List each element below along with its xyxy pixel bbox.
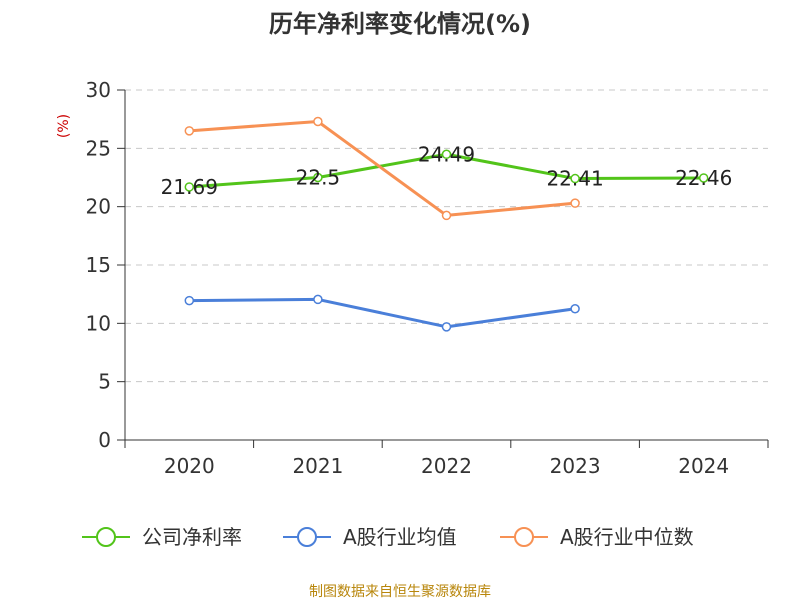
data-point bbox=[441, 210, 452, 221]
x-tick-label: 2023 bbox=[550, 454, 601, 478]
chart-title: 历年净利率变化情况(%) bbox=[269, 10, 531, 38]
data-label: 22.5 bbox=[296, 166, 341, 190]
grid bbox=[125, 89, 768, 383]
data-label: 22.41 bbox=[546, 167, 603, 191]
x-tick-label: 2024 bbox=[678, 454, 729, 478]
data-point bbox=[313, 172, 323, 183]
series-lines bbox=[184, 116, 709, 332]
data-label: 22.46 bbox=[675, 166, 732, 190]
data-point bbox=[570, 173, 580, 184]
data-point bbox=[698, 173, 709, 183]
data-point bbox=[313, 294, 323, 305]
legend-marker bbox=[514, 527, 534, 547]
legend-label: A股行业中位数 bbox=[560, 525, 694, 549]
legend-item: 公司净利率 bbox=[82, 525, 242, 549]
data-label: 21.69 bbox=[161, 175, 218, 199]
x-tick-label: 2020 bbox=[164, 454, 215, 478]
y-tick-label: 20 bbox=[86, 195, 111, 219]
data-point bbox=[441, 322, 452, 332]
y-tick-label: 10 bbox=[86, 311, 111, 335]
axes: 0 5 10 15 20 25 30 2020 2021 2022 2023 2024 bbox=[86, 78, 769, 478]
data-point bbox=[184, 126, 195, 136]
series-2 bbox=[184, 116, 580, 221]
legend-label: 公司净利率 bbox=[142, 525, 242, 549]
y-tick-label: 25 bbox=[86, 136, 111, 160]
y-tick-label: 0 bbox=[98, 428, 111, 452]
series-1 bbox=[184, 294, 580, 332]
legend-marker bbox=[96, 527, 116, 547]
y-tick-label: 15 bbox=[86, 253, 111, 277]
y-tick-label: 30 bbox=[86, 78, 111, 102]
legend-label: A股行业均值 bbox=[343, 525, 457, 549]
data-point bbox=[313, 116, 323, 127]
y-tick-label: 5 bbox=[98, 370, 111, 394]
x-tick-label: 2022 bbox=[421, 454, 472, 478]
series-line bbox=[189, 120, 576, 217]
data-point bbox=[184, 295, 195, 306]
legend-marker bbox=[297, 527, 317, 547]
series-0 bbox=[184, 149, 709, 192]
legend: 公司净利率 A股行业均值 A股行业中位数 bbox=[82, 525, 694, 549]
data-point bbox=[570, 198, 580, 208]
legend-item: A股行业中位数 bbox=[500, 525, 694, 549]
y-axis-label: (%) bbox=[56, 114, 72, 138]
data-point bbox=[570, 304, 580, 314]
source-note: 制图数据来自恒生聚源数据库 bbox=[309, 584, 491, 600]
x-tick-label: 2021 bbox=[292, 454, 343, 478]
data-point bbox=[184, 182, 195, 192]
data-labels: 21.69 22.5 24.49 22.41 22.46 bbox=[161, 142, 733, 199]
legend-item: A股行业均值 bbox=[283, 525, 457, 549]
series-line bbox=[189, 297, 576, 329]
data-point bbox=[441, 149, 452, 160]
data-label: 24.49 bbox=[418, 142, 475, 166]
